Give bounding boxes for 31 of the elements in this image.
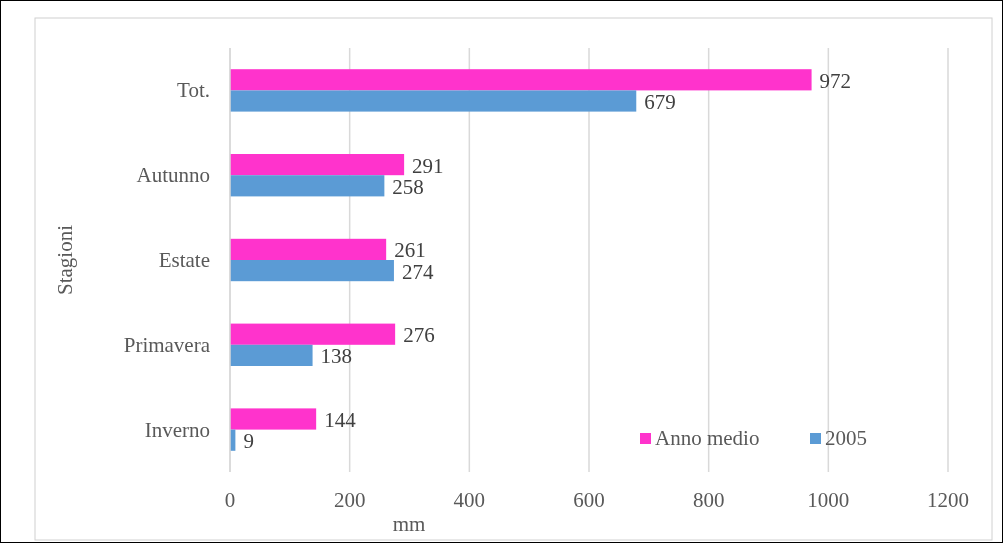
x-axis-title: mm [392, 512, 426, 536]
data-label: 138 [320, 344, 353, 369]
bar [230, 238, 387, 260]
x-tick-label: 200 [333, 488, 366, 512]
bar [230, 175, 385, 197]
x-tick-label: 0 [224, 488, 236, 512]
x-tick-label: 600 [573, 488, 605, 512]
bar [230, 408, 317, 430]
legend-label: 2005 [825, 426, 867, 450]
bar [230, 69, 812, 91]
y-tick-label: Primavera [123, 332, 211, 357]
bar [230, 90, 637, 112]
bar [230, 260, 394, 282]
y-tick-label: Autunno [136, 163, 210, 188]
y-tick-label: Inverno [144, 417, 210, 442]
x-tick-label: 400 [453, 488, 486, 512]
x-tick-label: 1200 [927, 488, 969, 512]
data-label: 679 [644, 90, 676, 114]
y-tick-label: Tot. [177, 78, 210, 103]
data-label: 276 [403, 323, 435, 348]
x-tick-label: 800 [692, 488, 725, 512]
bar [230, 323, 396, 345]
y-tick-label: Estate [158, 248, 210, 272]
bar [230, 344, 313, 366]
data-label: 972 [819, 68, 852, 93]
bar [230, 154, 405, 176]
data-label: 9 [243, 429, 254, 454]
x-tick-label: 1000 [807, 488, 850, 512]
data-label: 144 [324, 408, 357, 432]
y-axis-title: Stagioni [53, 224, 77, 296]
legend-label: Anno medio [655, 426, 760, 450]
